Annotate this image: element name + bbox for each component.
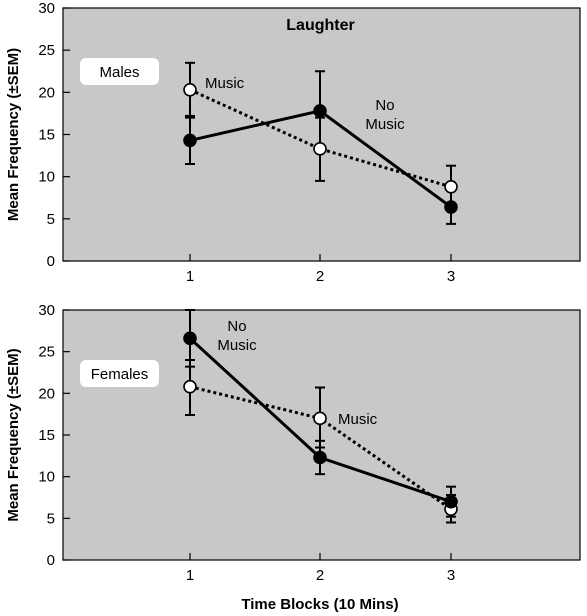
y-tick-label: 5 — [47, 510, 55, 527]
data-point-music — [183, 379, 197, 394]
plot-area — [62, 7, 581, 262]
y-tick-label: 20 — [38, 84, 55, 101]
series-annotation-line: Music — [338, 411, 378, 428]
y-tick-label: 15 — [38, 127, 55, 144]
chart-title: Laughter — [286, 17, 354, 34]
series-annotation-line: Music — [217, 337, 257, 354]
series-annotation: Music — [205, 75, 245, 92]
x-tick-label: 3 — [447, 567, 455, 584]
y-tick-label: 0 — [47, 253, 55, 270]
y-tick-label: 20 — [38, 385, 55, 402]
x-tick-label: 3 — [447, 268, 455, 285]
data-point-music — [183, 83, 197, 97]
series-annotation: No Music — [365, 97, 405, 133]
panel-tag-label: Females — [91, 366, 149, 383]
data-point-no-music — [313, 450, 327, 465]
data-point-no-music — [444, 200, 458, 214]
y-tick-label: 15 — [38, 427, 55, 444]
chart-panel-2: 0 5 10 15 20 25 30 1 2 3 Mean Frequency (±SEM) Time… — [5, 302, 581, 613]
y-tick-label: 10 — [38, 169, 55, 186]
y-tick-label: 25 — [38, 42, 55, 59]
data-point-music — [313, 411, 327, 426]
data-point-music — [444, 179, 458, 194]
series-annotation-line: No — [227, 318, 246, 335]
data-point-music — [313, 142, 327, 156]
y-tick-label: 30 — [38, 0, 55, 17]
panel-tag-box — [80, 360, 159, 387]
series-annotation-line: Music — [205, 75, 245, 92]
data-point-no-music — [183, 331, 197, 346]
x-axis-label: Time Blocks (10 Mins) — [241, 596, 398, 613]
data-point-no-music — [313, 104, 327, 118]
y-tick-label: 25 — [38, 344, 55, 361]
series-annotation-line: No — [375, 97, 394, 114]
y-axis-label: Mean Frequency (±SEM) — [5, 48, 22, 221]
data-point-no-music — [444, 494, 458, 509]
x-tick-label: 2 — [316, 567, 324, 584]
y-axis-label: Mean Frequency (±SEM) — [5, 348, 22, 521]
plot-area — [62, 309, 581, 561]
y-tick-label: 10 — [38, 469, 55, 486]
y-tick-label: 30 — [38, 302, 55, 319]
series-annotation: No Music — [217, 318, 257, 354]
data-point-no-music — [183, 133, 197, 148]
series-annotation-line: Music — [365, 116, 405, 133]
x-tick-label: 1 — [186, 567, 194, 584]
y-tick-label: 0 — [47, 552, 55, 569]
panel-tag-box — [80, 58, 159, 85]
x-tick-label: 2 — [316, 268, 324, 285]
x-tick-label: 1 — [186, 268, 194, 285]
panel-tag-label: Males — [99, 64, 139, 81]
series-annotation: Music — [338, 411, 378, 428]
y-tick-label: 5 — [47, 211, 55, 228]
chart-panel-1: 0 5 10 15 20 25 30 1 2 3 Mean Frequency (±SEM) Laug… — [5, 0, 581, 285]
